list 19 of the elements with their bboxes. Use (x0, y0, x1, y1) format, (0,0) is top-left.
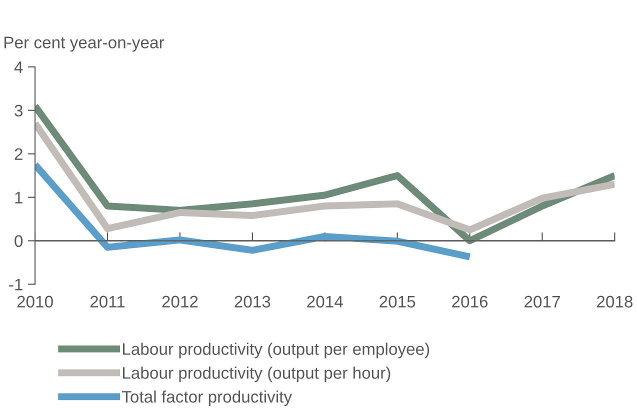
y-axis-title: Per cent year-on-year (4, 36, 164, 52)
x-tick-label: 2010 (17, 296, 53, 308)
x-tick-label: 2011 (90, 296, 125, 308)
y-tick-label: 1 (15, 192, 22, 204)
x-tick-label: 2016 (452, 296, 488, 308)
x-tick-label: 2012 (162, 296, 198, 308)
y-tick-label: 2 (14, 148, 22, 160)
legend-label: Labour productivity (output per hour) (122, 366, 390, 382)
x-tick-label: 2013 (234, 296, 270, 308)
x-tick-label: 2015 (380, 296, 416, 308)
x-tick-label: 2017 (524, 296, 560, 308)
x-tick-label: 2018 (597, 296, 633, 308)
y-tick-label: 0 (14, 235, 23, 247)
legend-label: Labour productivity (output per employee) (122, 342, 430, 358)
y-tick-label: 3 (14, 104, 22, 117)
x-tick-label: 2014 (307, 296, 343, 308)
y-tick-label: 4 (14, 61, 23, 73)
legend-label: Total factor productivity (122, 390, 292, 406)
y-tick-label: -1 (9, 278, 22, 290)
